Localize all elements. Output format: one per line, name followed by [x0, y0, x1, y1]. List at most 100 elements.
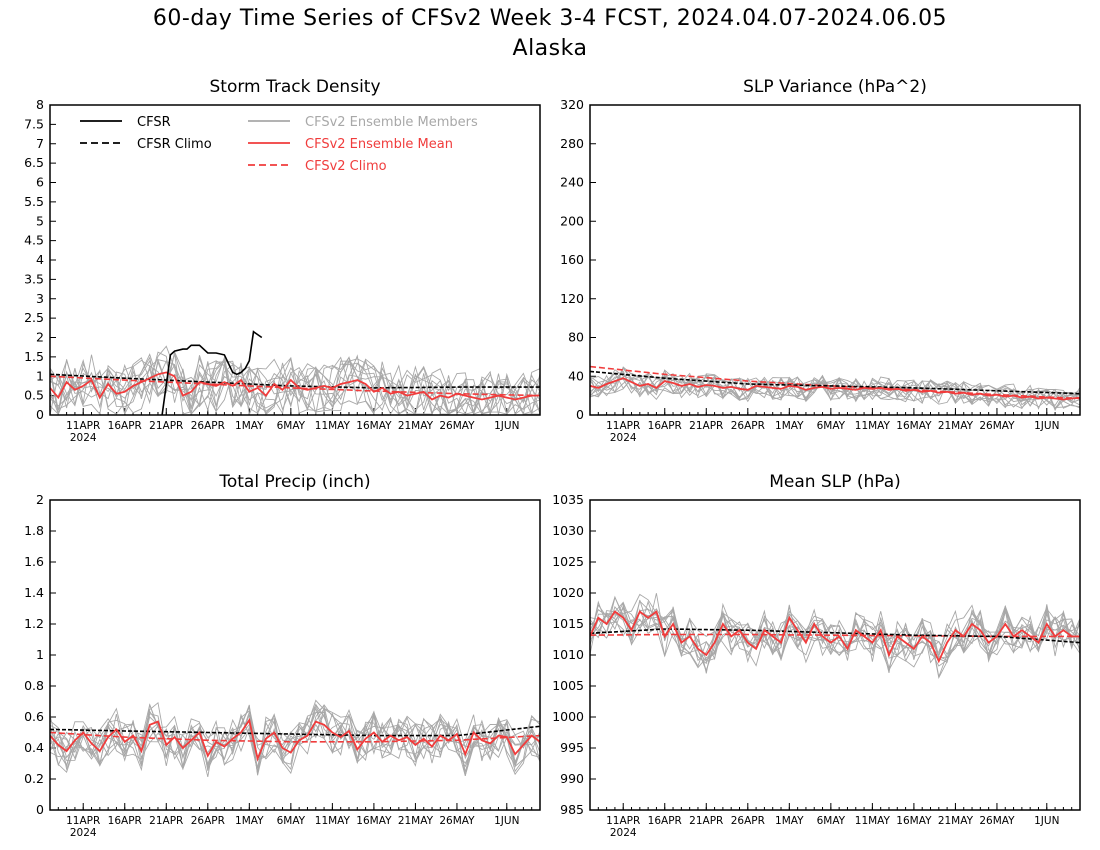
x-tick-label: 1JUN	[494, 420, 519, 432]
ensemble-mean-line	[590, 377, 1080, 401]
y-tick-label: 1.4	[24, 585, 44, 600]
x-tick-label: 21APR	[689, 815, 723, 827]
y-tick-label: 0	[36, 802, 44, 817]
y-tick-label: 1030	[552, 523, 584, 538]
ensemble-member-line	[590, 593, 1080, 668]
y-tick-label: 7	[36, 136, 44, 151]
x-axis: 11APR 16APR 21APR 26APR 1MAY 6MAY 11MAY 16MAY 21…	[589, 803, 1081, 839]
y-tick-label: 2.5	[24, 310, 44, 325]
x-tick-label: 11APR	[606, 815, 640, 827]
x-tick-label: 11APR	[66, 420, 100, 432]
panel-title: Total Precip (inch)	[218, 472, 370, 492]
x-tick-label: 1MAY	[235, 815, 264, 827]
x-tick-label: 6MAY	[817, 420, 846, 432]
y-tick-label: 3	[36, 291, 44, 306]
ensemble-member-line	[590, 595, 1080, 673]
x-tick-label: 16APR	[648, 815, 682, 827]
x-tick-label: 21MAY	[938, 420, 974, 432]
x-tick-label: 16APR	[648, 420, 682, 432]
x-tick-label: 26MAY	[979, 815, 1015, 827]
x-tick-label: 21APR	[689, 420, 723, 432]
x-tick-label: 26APR	[731, 815, 765, 827]
ensemble-mean-line	[50, 371, 540, 401]
x-tick-label: 6MAY	[277, 420, 306, 432]
x-tick-label: 26APR	[191, 420, 225, 432]
y-tick-label: 4	[36, 252, 44, 267]
panel-1: Storm Track Density 0 0.5 1 1.5 2 2.5 3 3.5 4 4.5 5…	[24, 77, 541, 444]
plot-frame	[589, 104, 1081, 416]
panel-title: Storm Track Density	[209, 77, 380, 97]
plot-frame	[49, 104, 541, 416]
y-tick-label: 0.4	[24, 740, 44, 755]
y-tick-label: 200	[560, 213, 584, 228]
y-tick-label: 80	[568, 330, 584, 345]
y-tick-label: 160	[560, 252, 584, 267]
y-tick-label: 240	[560, 175, 584, 190]
y-tick-label: 320	[560, 97, 584, 112]
y-tick-label: 1015	[552, 616, 584, 631]
cfsr-climo-line	[590, 628, 1080, 644]
x-tick-label: 26MAY	[439, 420, 475, 432]
y-tick-label: 1	[36, 368, 44, 383]
y-tick-label: 1	[36, 647, 44, 662]
y-tick-label: 2	[36, 492, 44, 507]
y-tick-label: 1000	[552, 709, 584, 724]
x-tick-label: 16MAY	[356, 815, 392, 827]
x-tick-label: 21APR	[149, 420, 183, 432]
region-subtitle: Alaska	[512, 36, 588, 61]
y-tick-label: 5.5	[24, 194, 44, 209]
ensemble-member-line	[50, 354, 540, 415]
x-tick-label: 26APR	[731, 420, 765, 432]
x-tick-label: 26APR	[191, 815, 225, 827]
series-group	[590, 365, 1080, 412]
x-tick-label: 16MAY	[896, 815, 932, 827]
legend-label: CFSv2 Ensemble Mean	[305, 137, 453, 152]
y-tick-label: 40	[568, 368, 584, 383]
ensemble-member-line	[590, 367, 1080, 406]
series-group	[50, 699, 540, 778]
x-year-label: 2024	[610, 432, 637, 444]
y-tick-label: 0	[36, 407, 44, 422]
y-tick-label: 1.2	[24, 616, 44, 631]
y-tick-label: 1010	[552, 647, 584, 662]
ensemble-member-line	[50, 355, 540, 415]
y-tick-label: 6	[36, 175, 44, 190]
legend-label: CFSR	[137, 115, 171, 130]
y-tick-label: 280	[560, 136, 584, 151]
series-group	[590, 593, 1080, 680]
y-tick-label: 1.8	[24, 523, 44, 538]
y-tick-label: 6.5	[24, 155, 44, 170]
x-tick-label: 16MAY	[896, 420, 932, 432]
ensemble-member-line	[50, 704, 540, 776]
x-tick-label: 21MAY	[398, 420, 434, 432]
y-tick-label: 1.5	[24, 349, 44, 364]
x-tick-label: 1JUN	[1034, 420, 1059, 432]
plot-frame	[49, 499, 541, 811]
x-tick-label: 11MAY	[315, 420, 351, 432]
y-tick-label: 1035	[552, 492, 584, 507]
x-tick-label: 1JUN	[494, 815, 519, 827]
panel-title: Mean SLP (hPa)	[769, 472, 901, 492]
x-tick-label: 1MAY	[235, 420, 264, 432]
x-tick-label: 26MAY	[979, 420, 1015, 432]
y-tick-label: 5	[36, 213, 44, 228]
ensemble-member-line	[50, 708, 540, 771]
y-tick-label: 985	[560, 802, 584, 817]
cfsr-climo-line	[50, 373, 540, 389]
legend-label: CFSR Climo	[137, 137, 212, 152]
x-tick-label: 1MAY	[775, 815, 804, 827]
x-tick-label: 1JUN	[1034, 815, 1059, 827]
x-tick-label: 6MAY	[817, 815, 846, 827]
x-tick-label: 21MAY	[938, 815, 974, 827]
x-tick-label: 11MAY	[855, 815, 891, 827]
y-tick-label: 995	[560, 740, 584, 755]
y-tick-label: 8	[36, 97, 44, 112]
y-tick-label: 3.5	[24, 271, 44, 286]
plot-frame	[589, 499, 1081, 811]
ensemble-member-line	[50, 351, 540, 415]
y-tick-label: 0.6	[24, 709, 44, 724]
x-tick-label: 26MAY	[439, 815, 475, 827]
y-tick-label: 1.6	[24, 554, 44, 569]
y-tick-label: 120	[560, 291, 584, 306]
